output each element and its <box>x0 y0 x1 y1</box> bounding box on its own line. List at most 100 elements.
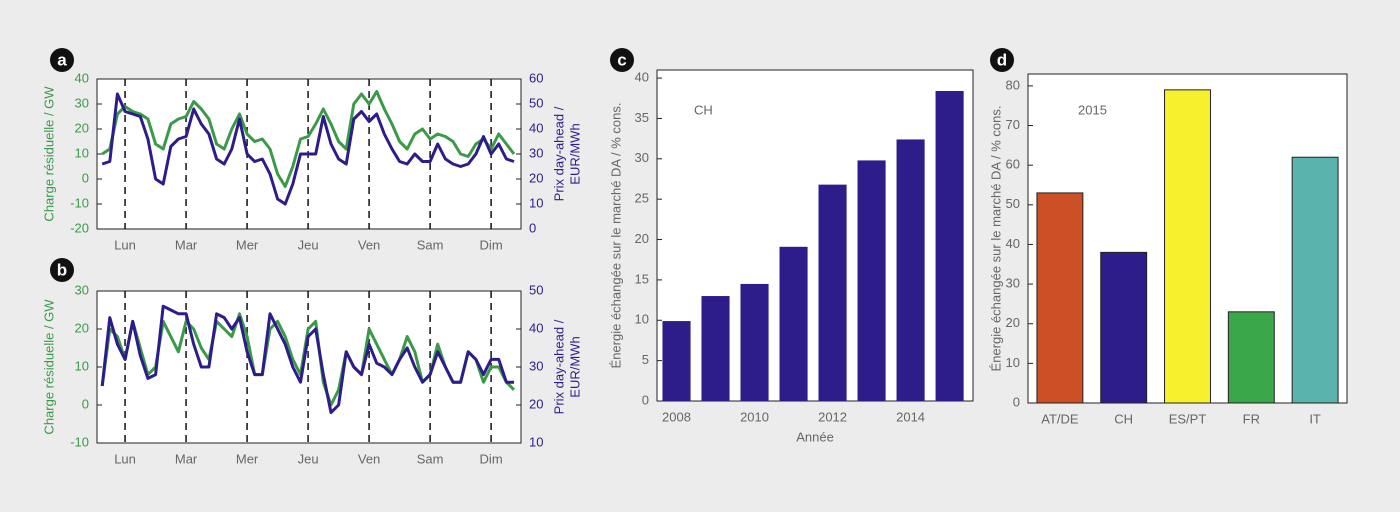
bar <box>818 184 847 401</box>
panel-label: d <box>997 50 1007 69</box>
y-tick-label: 10 <box>75 358 89 373</box>
x-tick-label: Lun <box>114 237 136 252</box>
bar <box>896 139 925 402</box>
y-tick-label: 20 <box>635 231 649 246</box>
bar <box>935 90 964 402</box>
x-tick-label: Dim <box>480 451 503 466</box>
panel-badge <box>610 48 634 72</box>
y2-tick-label: 40 <box>529 320 543 335</box>
y-tick-label: 10 <box>75 145 89 160</box>
x-tick-label: Mer <box>236 237 259 252</box>
x-tick-label: ES/PT <box>1169 411 1207 426</box>
y2-tick-label: 20 <box>529 396 543 411</box>
y2-tick-label: 30 <box>529 358 543 373</box>
y-tick-label: 40 <box>75 70 89 85</box>
bar <box>740 283 769 401</box>
y-tick-label: 30 <box>1006 276 1020 291</box>
y2-axis-label: EUR/MWh <box>567 123 582 184</box>
y2-tick-label: 50 <box>529 95 543 110</box>
y2-axis-label: Prix day-ahead / <box>551 319 566 414</box>
plot-area <box>96 290 522 444</box>
x-tick-label: IT <box>1309 411 1321 426</box>
y-tick-label: 30 <box>75 95 89 110</box>
y2-tick-label: 10 <box>529 195 543 210</box>
y-tick-label: -10 <box>70 434 89 449</box>
bar <box>779 246 808 401</box>
series-line <box>101 90 516 188</box>
y-tick-label: 15 <box>635 271 649 286</box>
y-tick-label: 30 <box>635 150 649 165</box>
x-tick-label: FR <box>1243 411 1260 426</box>
y-axis-label: Charge résiduelle / GW <box>41 299 56 435</box>
y-tick-label: 40 <box>635 70 649 85</box>
x-tick-label: Dim <box>480 237 503 252</box>
panel-label: b <box>57 260 67 279</box>
y2-tick-label: 40 <box>529 120 543 135</box>
y-tick-label: 10 <box>1006 355 1020 370</box>
series-line <box>100 304 514 415</box>
y-tick-label: 0 <box>82 170 89 185</box>
panel-label: c <box>617 50 626 69</box>
x-tick-label: 2008 <box>662 409 691 424</box>
y-tick-label: 80 <box>1006 77 1020 92</box>
y2-tick-label: 10 <box>529 434 543 449</box>
x-tick-label: Lun <box>114 451 136 466</box>
x-tick-label: 2010 <box>740 409 769 424</box>
panel-badge <box>50 258 74 282</box>
bar <box>662 321 691 401</box>
bar <box>1164 89 1211 404</box>
y-tick-label: 10 <box>635 312 649 327</box>
x-tick-label: Jeu <box>298 451 319 466</box>
y-tick-label: 0 <box>82 396 89 411</box>
y2-tick-label: 20 <box>529 170 543 185</box>
y-tick-label: 40 <box>1006 236 1020 251</box>
y-tick-label: 0 <box>642 392 649 407</box>
x-tick-label: 2014 <box>896 409 925 424</box>
series-line <box>101 92 515 206</box>
x-axis-label: Année <box>796 429 834 444</box>
x-tick-label: Mar <box>175 451 198 466</box>
y-tick-label: -20 <box>70 220 89 235</box>
y-tick-label: 60 <box>1006 157 1020 172</box>
annotation: 2015 <box>1078 102 1107 117</box>
y2-tick-label: 0 <box>529 220 536 235</box>
panel-label: a <box>57 50 67 69</box>
y-tick-label: 70 <box>1006 117 1020 132</box>
y-tick-label: 20 <box>75 120 89 135</box>
y-axis-label: Énergie échangée sur le marché DA / % co… <box>608 103 623 369</box>
x-tick-label: Mer <box>236 451 259 466</box>
x-tick-label: Ven <box>358 237 380 252</box>
y2-tick-label: 50 <box>529 282 543 297</box>
x-tick-label: Ven <box>358 451 380 466</box>
bar <box>857 160 886 401</box>
y-tick-label: 25 <box>635 191 649 206</box>
y2-axis-label: Prix day-ahead / <box>551 106 566 201</box>
x-tick-label: Sam <box>417 237 444 252</box>
bar <box>701 296 730 401</box>
x-tick-label: Jeu <box>298 237 319 252</box>
y-tick-label: -10 <box>70 195 89 210</box>
y-tick-label: 20 <box>75 320 89 335</box>
y-tick-label: 35 <box>635 110 649 125</box>
x-tick-label: CH <box>1114 411 1133 426</box>
x-tick-label: AT/DE <box>1041 411 1079 426</box>
y-axis-label: Charge résiduelle / GW <box>41 86 56 222</box>
panel-badge <box>990 48 1014 72</box>
y2-tick-label: 60 <box>529 70 543 85</box>
x-tick-label: Sam <box>417 451 444 466</box>
x-tick-label: Mar <box>175 237 198 252</box>
y-tick-label: 20 <box>1006 315 1020 330</box>
y2-tick-label: 30 <box>529 145 543 160</box>
bar <box>1100 251 1148 404</box>
y-axis-label: Énergie échangée sur le marché DA / % co… <box>988 106 1003 372</box>
panel-badge <box>50 48 74 72</box>
y-tick-label: 0 <box>1013 394 1020 409</box>
y-tick-label: 30 <box>75 282 89 297</box>
y2-axis-label: EUR/MWh <box>567 336 582 397</box>
bar <box>1291 156 1339 404</box>
y-tick-label: 50 <box>1006 196 1020 211</box>
bar <box>1036 192 1084 404</box>
y-tick-label: 5 <box>642 352 649 367</box>
x-tick-label: 2012 <box>818 409 847 424</box>
